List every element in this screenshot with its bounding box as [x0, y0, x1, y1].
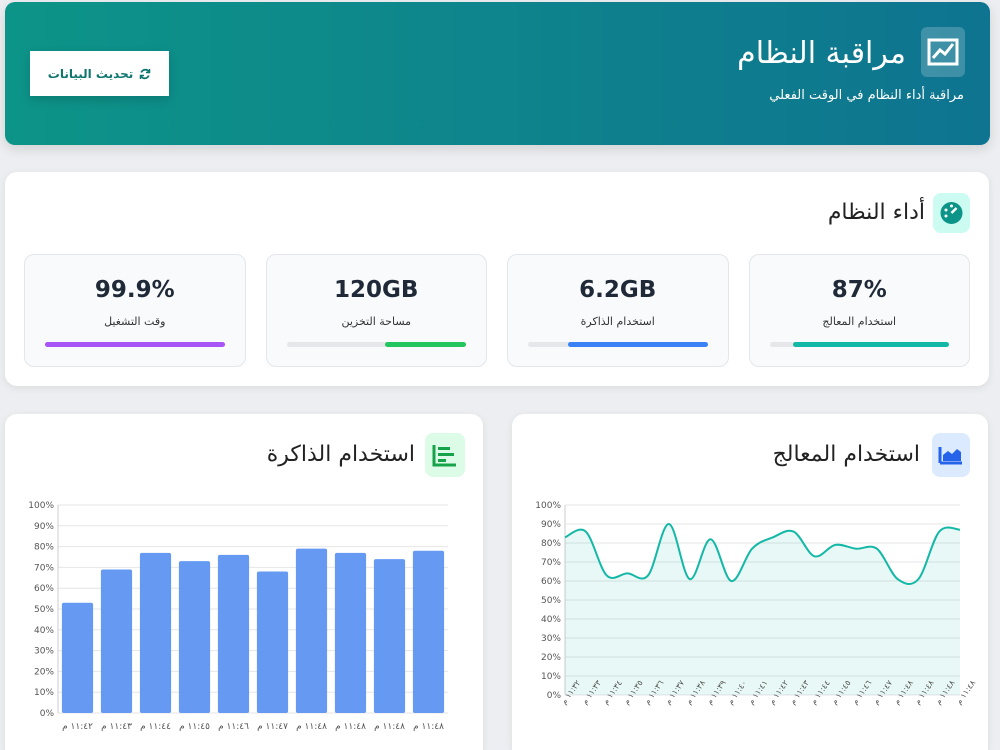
y-tick-label: 40%	[541, 615, 561, 625]
performance-icon	[933, 193, 970, 233]
metric-card: 6.2GB استخدام الذاكرة	[507, 254, 729, 367]
y-tick-label: 30%	[541, 634, 561, 644]
y-tick-label: 80%	[541, 539, 561, 549]
progress-fill	[792, 342, 949, 347]
x-tick-label: ١١:٤٣ م	[101, 722, 132, 732]
metric-label: استخدام الذاكرة	[580, 315, 655, 328]
refresh-icon	[139, 68, 151, 79]
y-tick-label: 90%	[541, 520, 561, 530]
progress-track	[769, 342, 949, 347]
progress-fill	[45, 342, 225, 347]
bar	[412, 550, 445, 713]
progress-track	[45, 342, 225, 347]
y-tick-label: 70%	[541, 558, 561, 568]
performance-card: أداء النظام 87% استخدام المعالج 6.2GB استخد…	[5, 172, 989, 386]
y-tick-label: 70%	[34, 563, 54, 573]
bar	[178, 561, 211, 713]
chart-title: استخدام الذاكرة	[266, 442, 415, 467]
header-title: مراقبة النظام	[737, 36, 906, 71]
bar	[373, 559, 406, 713]
y-tick-label: 30%	[34, 647, 54, 657]
progress-fill	[567, 342, 708, 347]
x-tick-label: ١١:٤٨ م	[413, 722, 444, 732]
button-label: تحديث البيانات	[47, 66, 134, 81]
metric-card: 99.9% وقت التشغيل	[24, 254, 246, 367]
y-tick-label: 40%	[34, 626, 54, 636]
line	[564, 522, 961, 585]
x-tick-label: ١١:٤٦ م	[218, 722, 249, 732]
cpu-chart: 0%10%20%30%40%50%60%70%80%90%100%١١:٣٢ م…	[535, 501, 977, 706]
x-tick-label: ١١:٤٤ م	[140, 722, 171, 732]
y-tick-label: 50%	[541, 596, 561, 606]
y-tick-label: 90%	[34, 522, 54, 532]
bar	[334, 552, 367, 713]
cpu-card: استخدام المعالج 0% 10% 20% 30% 40% 50% 60% 70% 8…	[512, 414, 988, 750]
y-tick-label: 80%	[34, 543, 54, 553]
memory-chart: 0% 10% 20% 30% 40% 50% 60% 70% 80% 90% 100% ١١:٤٢ م…	[28, 501, 448, 732]
progress-fill	[385, 342, 466, 347]
header: تحديث البيانات مراقبة النظام مراقبة أداء…	[5, 2, 990, 145]
metric-label: وقت التشغيل	[104, 315, 166, 328]
metric-card: 120GB مساحة التخزين	[265, 254, 487, 367]
y-tick-label: 60%	[541, 577, 561, 587]
y-tick-label: 20%	[541, 653, 561, 663]
y-tick-label: 10%	[541, 672, 561, 682]
y-tick-label: 60%	[34, 584, 54, 594]
bar	[256, 571, 289, 713]
x-tick-label: ١١:٤٨ م	[296, 722, 327, 732]
x-tick-label: ١١:٤٨ م	[335, 722, 366, 732]
bar	[217, 554, 250, 713]
y-tick-label: 100%	[535, 501, 561, 511]
x-tick-label: ١١:٤٥ م	[179, 722, 210, 732]
header-icon	[921, 27, 965, 77]
cpu-icon	[932, 433, 970, 477]
bar	[61, 602, 94, 713]
y-tick-label: 10%	[34, 688, 54, 698]
x-tick-label: ١١:٤٧ م	[257, 722, 288, 732]
y-tick-label: 0%	[40, 709, 55, 719]
metric-label: مساحة التخزين	[341, 315, 412, 328]
header-subtitle: مراقبة أداء النظام في الوقت الفعلي	[769, 88, 964, 103]
metric-value: 87%	[831, 277, 887, 303]
progress-track	[528, 342, 708, 347]
metric-value: 120GB	[334, 277, 419, 303]
x-tick-label: ١١:٤٢ م	[62, 722, 93, 732]
area	[565, 523, 960, 695]
metric-value: 99.9%	[94, 277, 175, 303]
y-tick-label: 20%	[34, 667, 54, 677]
metric-label: استخدام المعالج	[822, 315, 897, 328]
y-tick-label: 50%	[34, 605, 54, 615]
metrics-row: 87% استخدام المعالج 6.2GB استخدام الذاكرة 12…	[24, 254, 970, 367]
y-tick-label: 100%	[28, 501, 54, 511]
metric-card: 87% استخدام المعالج	[748, 254, 970, 367]
chart-title: استخدام المعالج	[772, 442, 920, 467]
metric-value: 6.2GB	[579, 277, 657, 303]
memory-icon	[425, 433, 465, 477]
memory-card: استخدام الذاكرة 0% 10% 20% 30% 40% 50% 60% 70% 8…	[5, 414, 483, 750]
y-tick-label: 0%	[547, 691, 562, 701]
bar	[295, 548, 328, 713]
bar	[100, 569, 133, 713]
refresh-button[interactable]: تحديث البيانات	[30, 51, 169, 96]
bar	[139, 552, 172, 713]
x-tick-label: ١١:٤٨ م	[374, 722, 405, 732]
progress-track	[286, 342, 466, 347]
performance-title: أداء النظام	[827, 200, 925, 225]
